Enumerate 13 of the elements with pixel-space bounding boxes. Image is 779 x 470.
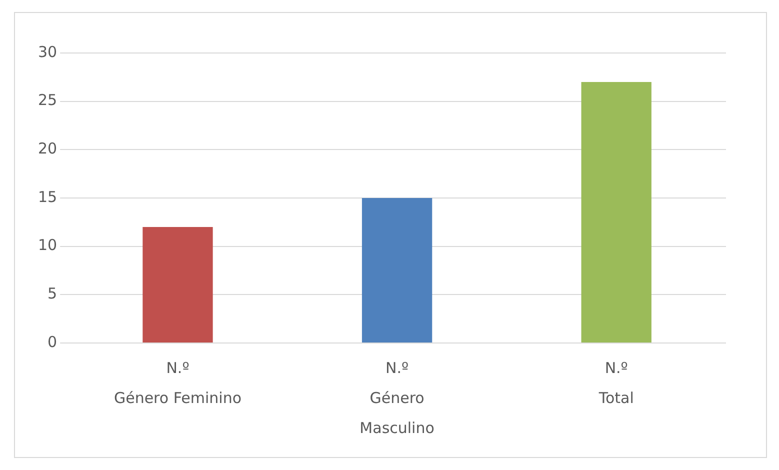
bar <box>362 198 432 342</box>
y-tick-label: 15 <box>38 188 58 206</box>
y-tick-label: 25 <box>38 91 58 110</box>
x-tick-label: N.º Total <box>598 358 634 407</box>
x-tick-label: N.º Género Feminino <box>114 358 242 407</box>
y-tick-label: 10 <box>38 236 58 254</box>
y-tick-label: 20 <box>38 140 58 158</box>
y-tick-label: 5 <box>48 284 58 303</box>
bar <box>142 227 213 342</box>
y-tick-label: 0 <box>48 332 58 351</box>
bar <box>581 82 652 342</box>
y-tick-label: 30 <box>38 42 58 61</box>
x-tick-label: N.º Género Masculino <box>360 358 434 437</box>
